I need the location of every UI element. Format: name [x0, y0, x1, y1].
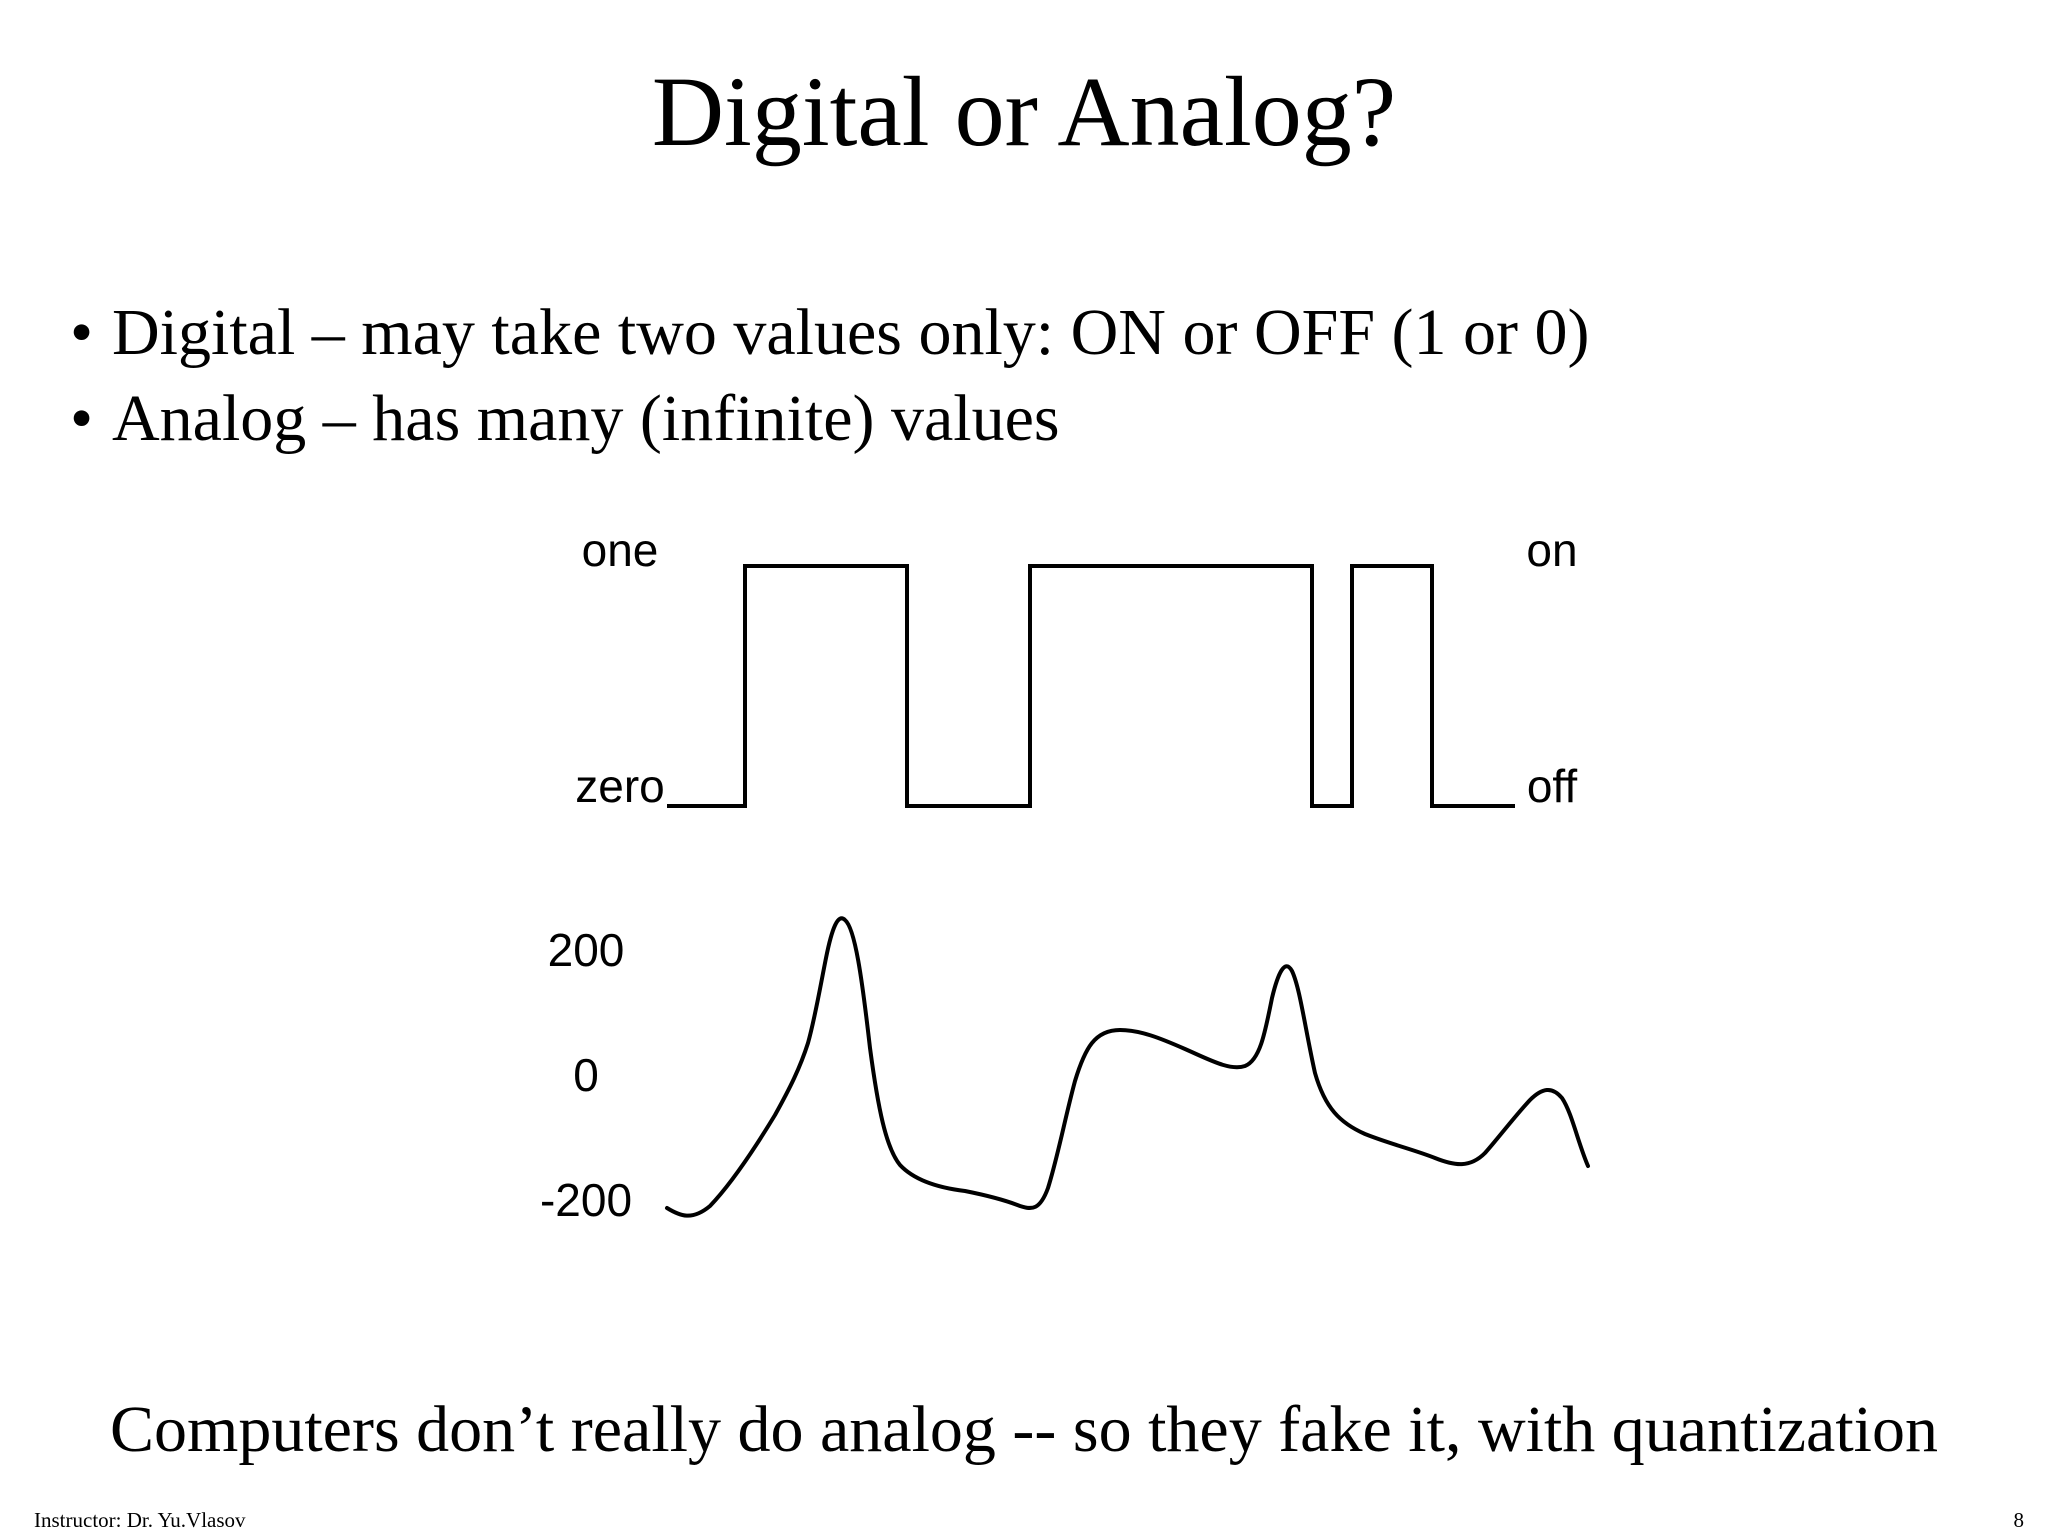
label-off: off — [1527, 760, 1578, 812]
label-on: on — [1526, 524, 1577, 576]
page-number: 8 — [2013, 1508, 2025, 1532]
label-minus-200: -200 — [540, 1174, 632, 1226]
label-200: 200 — [548, 924, 625, 976]
slide-title: Digital or Analog? — [651, 56, 1397, 167]
signal-figure: one zero on off 200 0 -200 — [470, 488, 1660, 1278]
label-zero: zero — [575, 760, 664, 812]
slide-caption: Computers don’t really do analog -- so t… — [109, 1393, 1939, 1466]
footer-instructor: Instructor: Dr. Yu.Vlasov — [34, 1508, 246, 1532]
signal-diagram: one zero on off 200 0 -200 — [540, 524, 1590, 1226]
label-one: one — [582, 524, 659, 576]
bullet-list: Digital – may take two values only: ON o… — [70, 290, 1589, 462]
digital-square-wave — [667, 564, 1515, 808]
analog-waveform — [665, 916, 1590, 1218]
bullet-analog: Analog – has many (infinite) values — [70, 376, 1589, 462]
label-0: 0 — [573, 1049, 599, 1101]
bullet-digital: Digital – may take two values only: ON o… — [70, 290, 1589, 376]
